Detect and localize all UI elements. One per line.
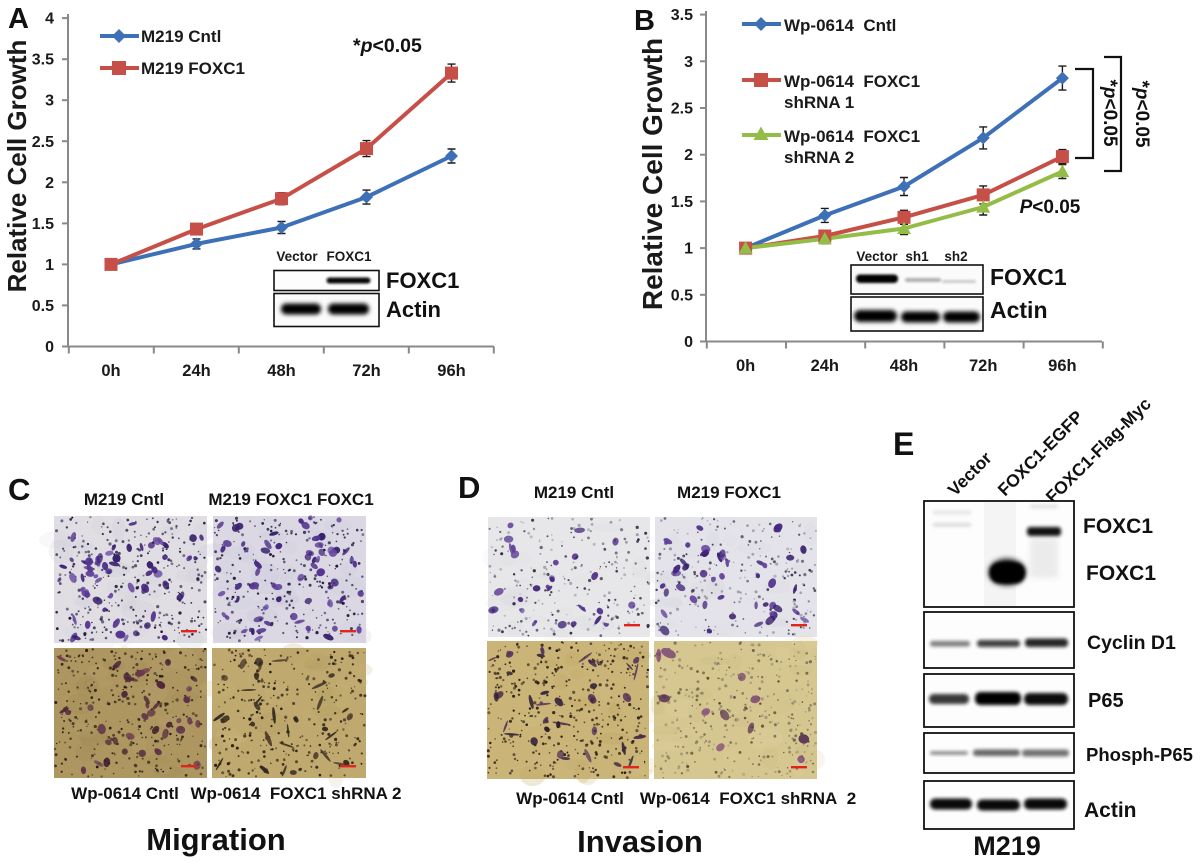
svg-text:48h: 48h bbox=[267, 362, 295, 380]
svg-text:1.5: 1.5 bbox=[32, 216, 54, 233]
svg-text:*p<0.05: *p<0.05 bbox=[1131, 80, 1152, 148]
svg-text:Actin: Actin bbox=[386, 297, 441, 322]
svg-text:M219 Cntl: M219 Cntl bbox=[141, 27, 221, 46]
svg-text:0: 0 bbox=[684, 334, 693, 351]
svg-text:B: B bbox=[634, 5, 655, 37]
svg-text:0.5: 0.5 bbox=[671, 287, 693, 304]
svg-text:FOXC1: FOXC1 bbox=[990, 264, 1067, 290]
svg-text:P65: P65 bbox=[1088, 690, 1124, 712]
svg-text:Vector: Vector bbox=[944, 448, 996, 500]
svg-text:Cyclin D1: Cyclin D1 bbox=[1087, 632, 1176, 654]
svg-text:Vector: Vector bbox=[276, 249, 318, 264]
svg-text:3: 3 bbox=[684, 54, 693, 71]
svg-text:Wp-0614 Cntl: Wp-0614 Cntl bbox=[784, 16, 896, 35]
svg-text:4: 4 bbox=[45, 11, 54, 28]
svg-text:FOXC1-Flag-Myc: FOXC1-Flag-Myc bbox=[1042, 393, 1155, 506]
svg-text:sh1: sh1 bbox=[905, 249, 929, 264]
svg-text:1.5: 1.5 bbox=[671, 194, 693, 211]
svg-text:Relative Cell Growth: Relative Cell Growth bbox=[2, 40, 32, 293]
svg-text:3.5: 3.5 bbox=[32, 52, 54, 69]
svg-text:2.5: 2.5 bbox=[671, 101, 693, 118]
svg-text:1: 1 bbox=[45, 257, 54, 274]
svg-text:Actin: Actin bbox=[1084, 799, 1137, 822]
svg-text:2: 2 bbox=[45, 175, 54, 192]
svg-text:3.5: 3.5 bbox=[671, 7, 693, 24]
svg-text:P<0.05: P<0.05 bbox=[1020, 197, 1081, 218]
svg-text:FOXC1: FOXC1 bbox=[386, 268, 459, 293]
svg-text:0.5: 0.5 bbox=[32, 298, 54, 315]
svg-text:72h: 72h bbox=[352, 362, 380, 380]
svg-text:24h: 24h bbox=[811, 357, 839, 375]
svg-text:72h: 72h bbox=[969, 357, 997, 375]
svg-text:FOXC1: FOXC1 bbox=[1086, 562, 1156, 585]
svg-text:48h: 48h bbox=[890, 357, 918, 375]
svg-text:2: 2 bbox=[684, 147, 693, 164]
svg-text:M219 FOXC1: M219 FOXC1 bbox=[141, 59, 245, 78]
svg-text:Phosph-P65: Phosph-P65 bbox=[1086, 744, 1193, 765]
svg-text:Wp-0614 FOXC1: Wp-0614 FOXC1 bbox=[784, 127, 920, 146]
svg-text:0h: 0h bbox=[736, 357, 755, 375]
svg-text:Vector: Vector bbox=[856, 249, 898, 264]
svg-text:96h: 96h bbox=[1048, 357, 1076, 375]
svg-text:*p<0.05: *p<0.05 bbox=[353, 35, 422, 57]
svg-text:M219: M219 bbox=[973, 831, 1041, 861]
svg-text:*p<0.05: *p<0.05 bbox=[1099, 79, 1120, 147]
svg-text:shRNA 1: shRNA 1 bbox=[784, 93, 854, 112]
svg-text:24h: 24h bbox=[182, 362, 210, 380]
svg-text:96h: 96h bbox=[437, 362, 465, 380]
svg-text:sh2: sh2 bbox=[944, 249, 967, 264]
svg-text:0: 0 bbox=[45, 339, 54, 356]
svg-text:Relative Cell Growth: Relative Cell Growth bbox=[637, 38, 668, 310]
svg-text:E: E bbox=[893, 426, 914, 462]
svg-text:A: A bbox=[8, 3, 29, 35]
svg-text:Wp-0614 FOXC1: Wp-0614 FOXC1 bbox=[784, 72, 920, 91]
svg-text:Actin: Actin bbox=[990, 297, 1048, 323]
svg-text:FOXC1: FOXC1 bbox=[326, 249, 372, 264]
svg-text:1: 1 bbox=[684, 241, 693, 258]
svg-text:3: 3 bbox=[45, 93, 54, 110]
svg-text:shRNA 2: shRNA 2 bbox=[784, 148, 854, 167]
svg-text:2.5: 2.5 bbox=[32, 134, 54, 151]
svg-text:0h: 0h bbox=[101, 362, 120, 380]
svg-text:FOXC1: FOXC1 bbox=[1083, 515, 1153, 538]
